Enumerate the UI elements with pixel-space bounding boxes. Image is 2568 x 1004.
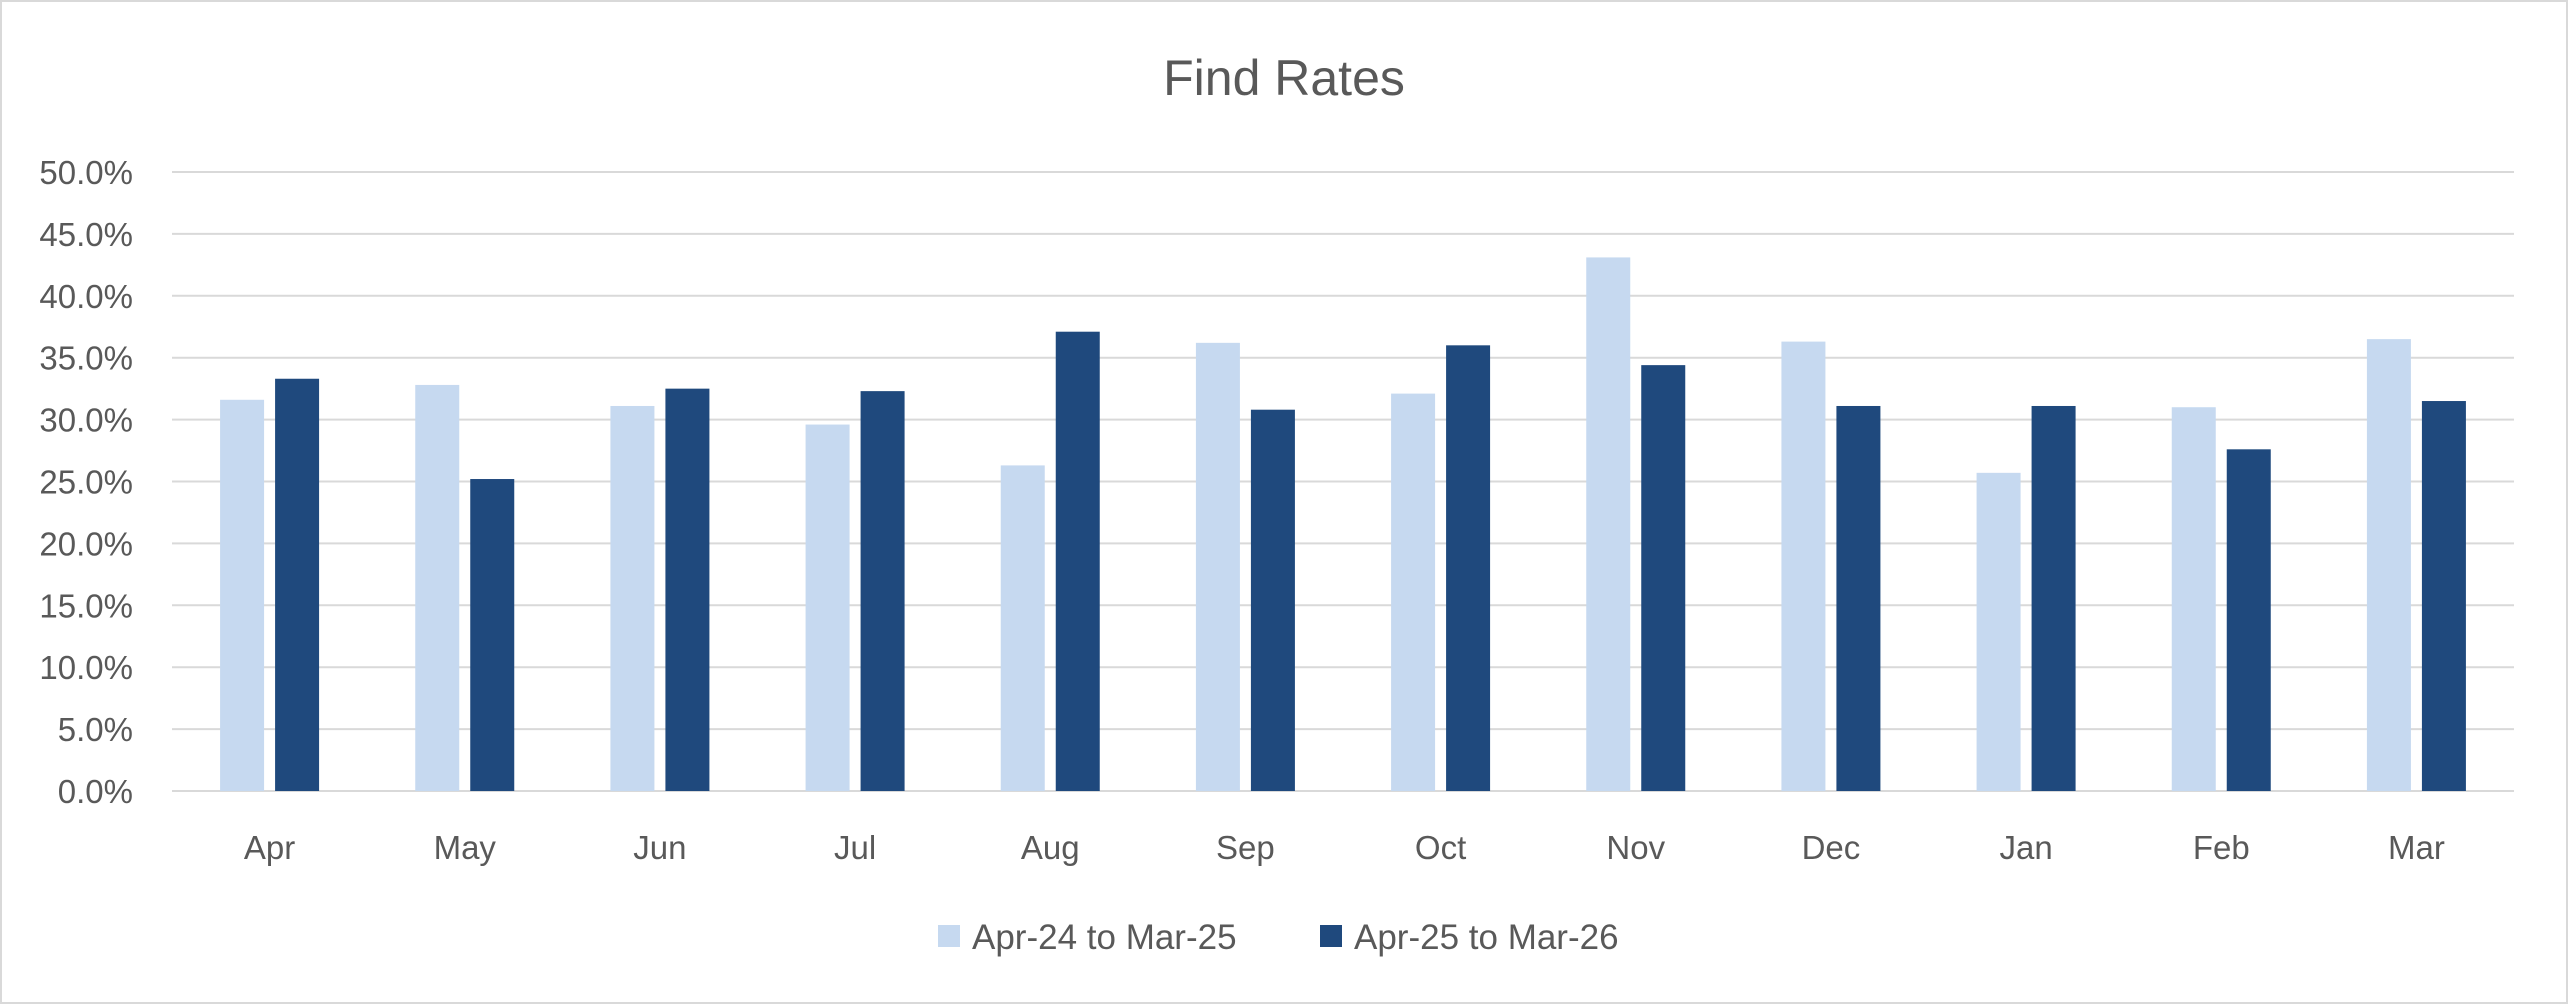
y-axis-tick-labels: 0.0% 5.0% 10.0% 15.0% 20.0% 25.0% 30.0% 35.0% 40… (39, 154, 133, 810)
y-tick-label: 45.0% (39, 216, 133, 253)
bar-aug-series-2 (1055, 331, 1100, 791)
bar-aug-series-1 (1000, 465, 1045, 791)
bar-oct-series-2 (1446, 345, 1491, 791)
bar-dec-series-2 (1836, 405, 1881, 791)
bar-feb-series-2 (2226, 449, 2271, 791)
y-tick-label: 35.0% (39, 340, 133, 377)
bar-nov-series-1 (1586, 257, 1631, 791)
x-axis-tick-labels: Apr May Jun Jul Aug Sep Oct Nov Dec Jan Feb Mar (244, 829, 2445, 866)
bar-dec-series-1 (1781, 341, 1826, 791)
bar-jan-series-1 (1976, 472, 2021, 791)
bar-oct-series-1 (1391, 393, 1436, 791)
x-tick-label: Dec (1802, 829, 1861, 866)
bar-jun-series-1 (610, 405, 655, 791)
legend-label: Apr-24 to Mar-25 (972, 918, 1237, 957)
y-tick-label: 50.0% (39, 154, 133, 191)
x-tick-label: Feb (2193, 829, 2250, 866)
x-tick-label: Mar (2388, 829, 2445, 866)
x-tick-label: Jul (834, 829, 876, 866)
y-tick-label: 20.0% (39, 525, 133, 562)
legend-swatch (1320, 925, 1342, 947)
y-tick-label: 5.0% (58, 711, 133, 748)
bar-apr-series-1 (220, 399, 265, 791)
x-tick-label: Sep (1216, 829, 1275, 866)
y-tick-label: 10.0% (39, 649, 133, 686)
y-tick-label: 0.0% (58, 773, 133, 810)
x-tick-label: May (434, 829, 497, 866)
bar-jan-series-2 (2031, 405, 2076, 791)
legend-swatch (938, 925, 960, 947)
bar-jul-series-2 (860, 391, 905, 791)
legend-label: Apr-25 to Mar-26 (1354, 918, 1619, 957)
x-tick-label: Apr (244, 829, 295, 866)
y-tick-label: 15.0% (39, 587, 133, 624)
bar-feb-series-1 (2171, 407, 2216, 791)
legend: Apr-24 to Mar-25 Apr-25 to Mar-26 (938, 918, 1619, 957)
y-tick-label: 25.0% (39, 464, 133, 501)
y-tick-label: 30.0% (39, 402, 133, 439)
bar-jul-series-1 (805, 424, 850, 791)
chart-title: Find Rates (1163, 50, 1405, 106)
bar-may-series-1 (415, 384, 460, 791)
x-tick-label: Jan (1999, 829, 2052, 866)
bar-apr-series-2 (275, 378, 320, 791)
x-tick-label: Aug (1021, 829, 1080, 866)
bar-may-series-2 (470, 479, 515, 791)
bar-mar-series-1 (2366, 339, 2411, 791)
x-tick-label: Oct (1415, 829, 1466, 866)
bar-sep-series-1 (1195, 342, 1240, 791)
y-tick-label: 40.0% (39, 278, 133, 315)
bar-jun-series-2 (665, 388, 710, 791)
x-tick-label: Nov (1606, 829, 1665, 866)
bar-nov-series-2 (1641, 365, 1686, 791)
bar-sep-series-2 (1250, 409, 1295, 791)
x-tick-label: Jun (633, 829, 686, 866)
bars (220, 257, 2466, 791)
bar-mar-series-2 (2421, 401, 2466, 791)
gridlines (172, 171, 2514, 792)
